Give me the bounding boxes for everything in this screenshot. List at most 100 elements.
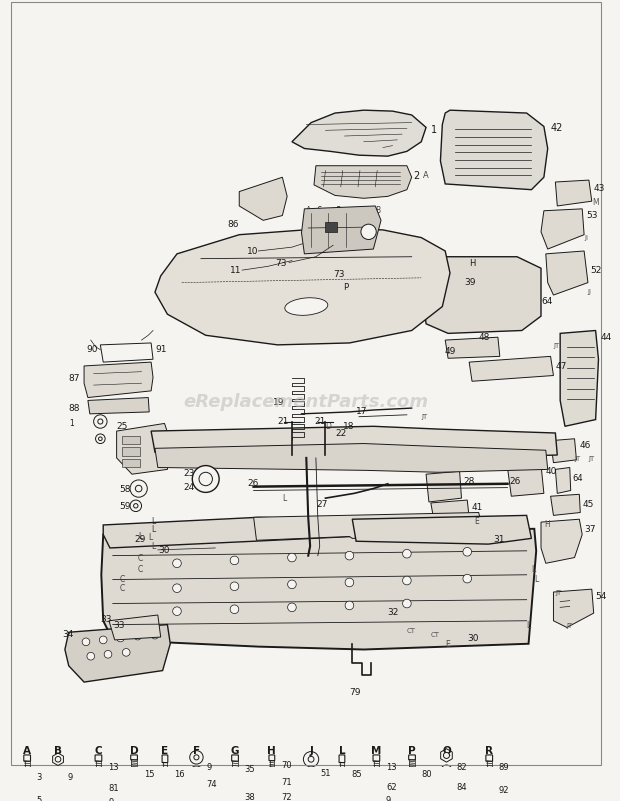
Polygon shape <box>254 513 484 541</box>
Circle shape <box>199 473 213 485</box>
Text: C: C <box>120 585 125 594</box>
Text: 89: 89 <box>499 763 510 771</box>
Text: 22: 22 <box>335 429 347 438</box>
Text: A: A <box>306 206 312 215</box>
FancyBboxPatch shape <box>232 755 238 761</box>
Text: H: H <box>267 746 277 756</box>
Circle shape <box>288 553 296 562</box>
Polygon shape <box>65 625 170 682</box>
Circle shape <box>345 578 354 587</box>
Text: JI: JI <box>584 235 588 241</box>
Circle shape <box>98 419 103 424</box>
Text: 79: 79 <box>350 688 361 697</box>
Circle shape <box>288 580 296 589</box>
Text: 33: 33 <box>100 615 112 624</box>
Polygon shape <box>292 111 426 156</box>
Circle shape <box>443 752 449 759</box>
Text: 3: 3 <box>37 773 42 782</box>
Polygon shape <box>541 519 582 563</box>
Circle shape <box>55 756 61 762</box>
Text: L: L <box>531 566 536 574</box>
Text: JJ: JJ <box>587 289 591 296</box>
Text: 6: 6 <box>316 206 321 215</box>
Text: B: B <box>54 746 62 756</box>
Circle shape <box>233 784 237 788</box>
Text: 18: 18 <box>343 421 354 430</box>
Text: C: C <box>95 746 102 756</box>
Text: 41: 41 <box>471 503 482 512</box>
Circle shape <box>288 603 296 612</box>
Text: 9: 9 <box>68 773 73 782</box>
Text: 47: 47 <box>556 362 567 371</box>
Text: 34: 34 <box>62 630 73 639</box>
Text: C: C <box>138 566 143 574</box>
Text: eReplacementParts.com: eReplacementParts.com <box>184 393 429 412</box>
Text: 91: 91 <box>155 345 166 354</box>
Circle shape <box>402 599 411 608</box>
Text: 24: 24 <box>184 483 195 492</box>
Text: 40: 40 <box>546 468 557 477</box>
FancyBboxPatch shape <box>122 448 140 456</box>
Ellipse shape <box>285 298 328 316</box>
FancyBboxPatch shape <box>122 436 140 445</box>
Text: 29: 29 <box>134 534 145 544</box>
Polygon shape <box>84 362 153 397</box>
Text: 2: 2 <box>414 171 420 180</box>
Text: 13: 13 <box>108 763 118 771</box>
Circle shape <box>487 784 492 788</box>
Text: 87: 87 <box>69 373 80 383</box>
FancyBboxPatch shape <box>269 755 275 761</box>
Text: L: L <box>534 575 539 584</box>
Text: 10: 10 <box>247 248 259 256</box>
Circle shape <box>371 776 382 788</box>
Text: L: L <box>139 532 143 541</box>
Text: L: L <box>151 542 156 551</box>
Text: D: D <box>130 746 138 756</box>
Text: 73: 73 <box>333 270 345 279</box>
Text: 8: 8 <box>335 206 340 215</box>
Text: 11: 11 <box>229 266 241 276</box>
Text: M: M <box>591 199 598 207</box>
Text: 44: 44 <box>600 333 612 342</box>
Polygon shape <box>314 166 412 199</box>
Circle shape <box>21 790 33 801</box>
Text: C: C <box>138 553 143 563</box>
Circle shape <box>172 607 181 615</box>
Text: L: L <box>151 525 156 534</box>
Text: 9: 9 <box>108 798 113 801</box>
Circle shape <box>99 437 102 441</box>
Polygon shape <box>151 426 557 458</box>
Text: 51: 51 <box>321 769 331 778</box>
Circle shape <box>194 755 199 760</box>
Text: 5: 5 <box>37 795 42 801</box>
Text: 82: 82 <box>456 763 467 771</box>
Text: H: H <box>544 520 550 529</box>
Polygon shape <box>109 615 161 640</box>
Text: 58: 58 <box>120 485 131 493</box>
Text: L: L <box>282 494 286 503</box>
Polygon shape <box>301 206 381 254</box>
Text: 81: 81 <box>108 784 118 793</box>
Polygon shape <box>541 209 584 249</box>
Circle shape <box>87 652 95 660</box>
FancyBboxPatch shape <box>122 459 140 468</box>
Polygon shape <box>469 356 554 381</box>
Circle shape <box>133 504 138 508</box>
Text: 16: 16 <box>174 771 185 779</box>
Circle shape <box>151 631 159 639</box>
Circle shape <box>230 582 239 590</box>
Circle shape <box>25 778 30 783</box>
Circle shape <box>192 465 219 493</box>
Text: 90: 90 <box>86 345 97 354</box>
Text: L: L <box>339 746 345 756</box>
Polygon shape <box>546 251 588 295</box>
Text: E: E <box>474 517 479 526</box>
Polygon shape <box>556 180 591 206</box>
Text: CT: CT <box>407 629 416 634</box>
Text: 49: 49 <box>445 347 456 356</box>
Circle shape <box>374 780 379 784</box>
Text: 73: 73 <box>276 259 287 268</box>
Circle shape <box>82 638 90 646</box>
Text: J: J <box>309 746 313 756</box>
Text: 25: 25 <box>117 421 128 430</box>
